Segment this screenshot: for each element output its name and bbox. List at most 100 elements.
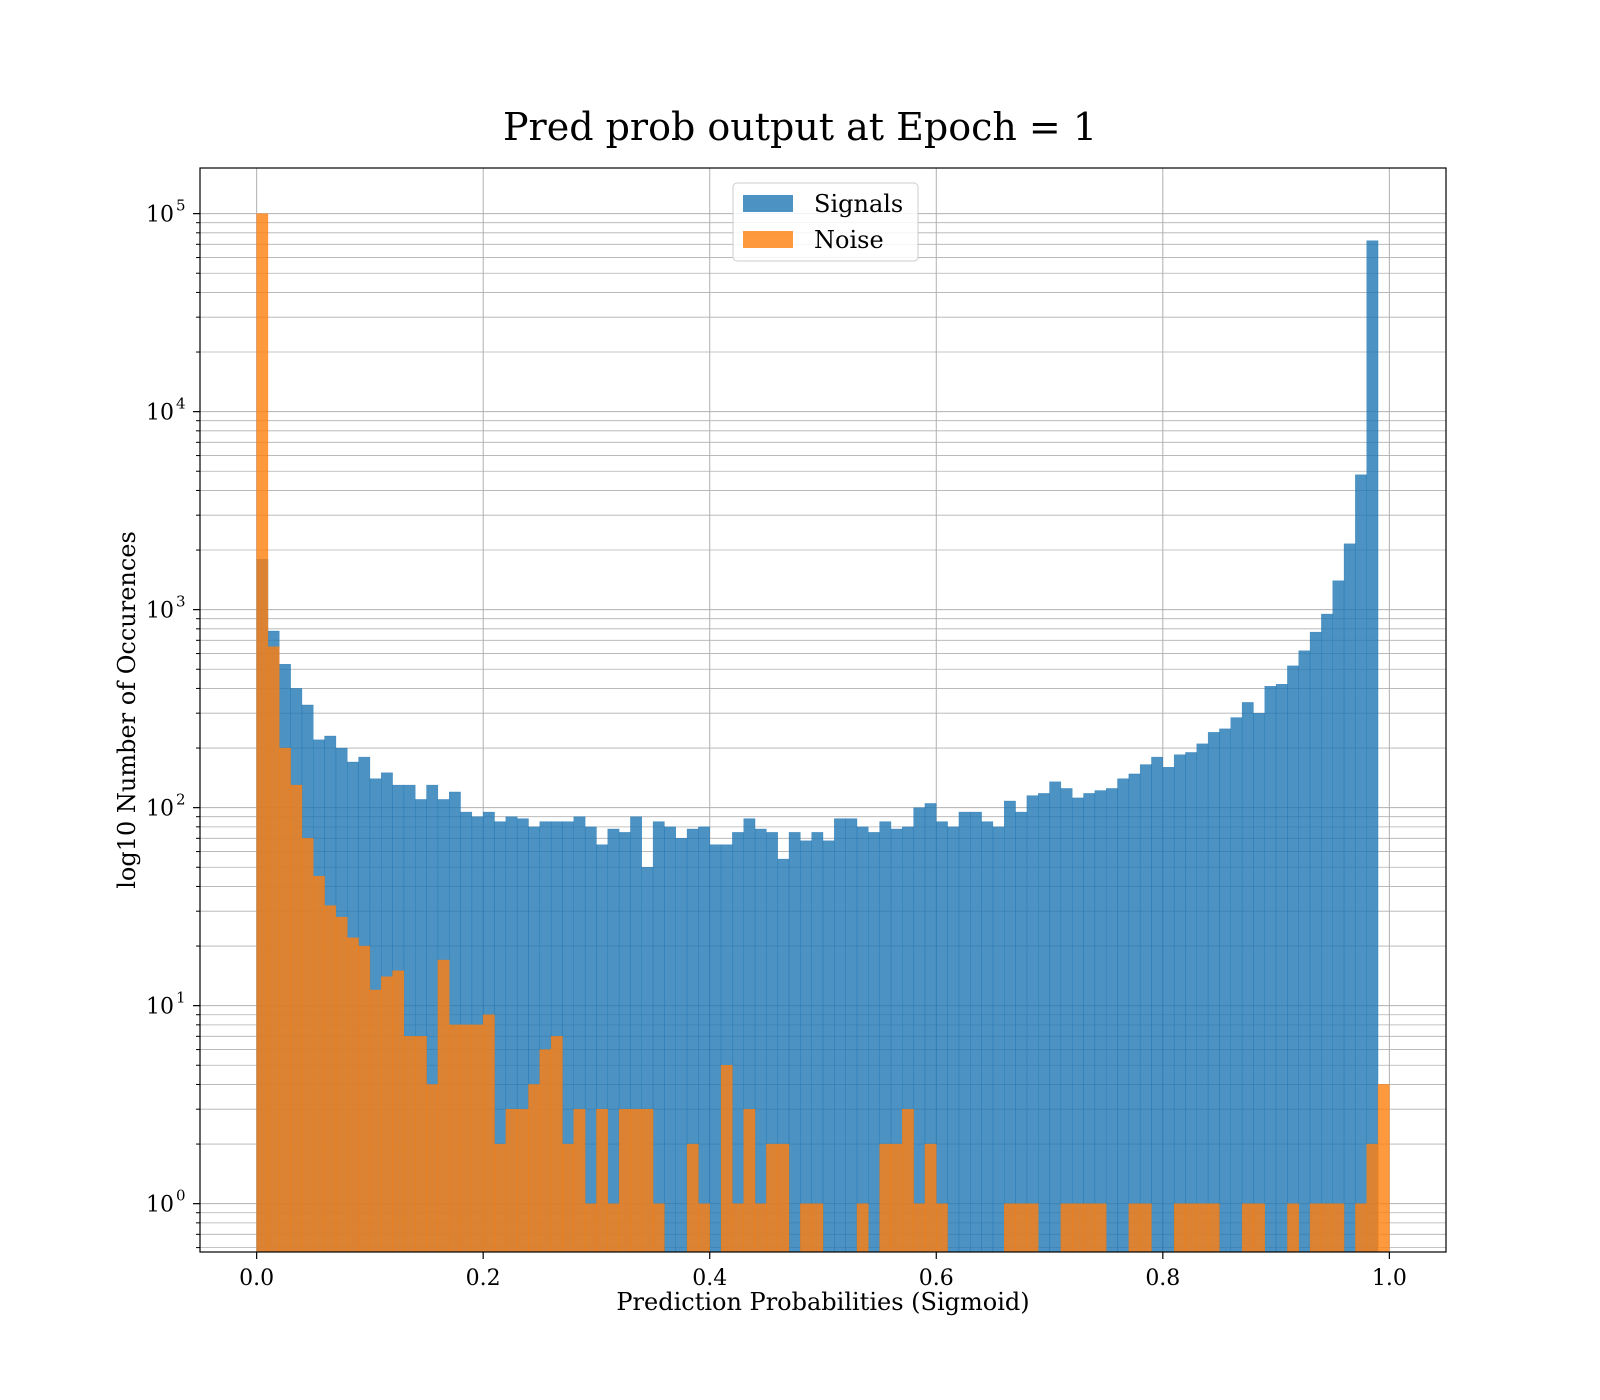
y-tick-label: 10	[146, 599, 174, 624]
bar-noise	[800, 1203, 812, 1253]
bar-noise	[1207, 1203, 1220, 1253]
bar-noise	[811, 1203, 824, 1253]
plot-frame	[199, 167, 1447, 1253]
bar-signals	[1298, 650, 1311, 1253]
bar-signals	[732, 832, 744, 1253]
bar-noise	[1071, 1203, 1084, 1253]
legend-label-noise: Noise	[814, 226, 884, 254]
bar-noise	[256, 213, 269, 1253]
bar-signals	[811, 832, 824, 1253]
bar-signals	[1366, 240, 1379, 1253]
bar-noise	[732, 1203, 744, 1253]
bar-signals	[1241, 702, 1254, 1253]
x-tick-label: 0.8	[1145, 1266, 1180, 1291]
bar-signals	[913, 807, 926, 1253]
bar-noise	[630, 1108, 642, 1253]
bar-noise	[1377, 1084, 1390, 1253]
bar-noise	[698, 1203, 710, 1253]
bar-signals	[1049, 781, 1062, 1253]
y-tick-label: 10	[146, 1193, 174, 1218]
x-tick-label: 0.6	[919, 1266, 954, 1291]
bar-noise	[1321, 1203, 1333, 1253]
bar-noise	[449, 1024, 461, 1253]
bar-noise	[358, 945, 371, 1253]
bar-noise	[618, 1108, 631, 1253]
bar-noise	[301, 838, 314, 1253]
x-axis: 0.0 0.2 0.4 0.6 0.8 1.0	[239, 1252, 1407, 1291]
bar-noise	[1083, 1203, 1096, 1253]
bar-signals	[947, 826, 960, 1253]
bar-signals	[1105, 788, 1118, 1253]
bar-signals	[1071, 797, 1084, 1253]
y-tick-exponent: 5	[176, 197, 186, 215]
bar-noise	[1355, 1203, 1367, 1253]
bar-signals	[800, 840, 812, 1253]
legend: Signals Noise	[732, 182, 919, 262]
bar-noise	[879, 1143, 892, 1253]
bar-noise	[936, 1203, 948, 1253]
bar-signals	[698, 826, 710, 1253]
bar-signals	[788, 832, 801, 1253]
bar-noise	[539, 1049, 552, 1253]
bar-noise	[1094, 1203, 1107, 1253]
bar-signals	[652, 821, 665, 1253]
bar-noise	[415, 1036, 427, 1253]
bar-signals	[1230, 717, 1243, 1253]
bar-noise	[324, 905, 337, 1253]
bar-signals	[981, 821, 994, 1253]
bar-signals	[754, 828, 767, 1253]
bar-signals	[1321, 613, 1333, 1253]
bar-noise	[584, 1203, 597, 1253]
bar-signals	[1196, 743, 1209, 1253]
bar-signals	[1117, 778, 1130, 1253]
bar-signals	[1207, 732, 1220, 1253]
series-noise	[256, 213, 1390, 1253]
bar-noise	[641, 1108, 654, 1253]
x-tick-label: 1.0	[1372, 1266, 1407, 1291]
bar-noise	[686, 1143, 699, 1253]
bar-signals	[664, 826, 676, 1253]
bar-noise	[856, 1203, 869, 1253]
bar-noise	[482, 1014, 495, 1253]
bar-noise	[573, 1108, 586, 1253]
bar-noise	[1241, 1203, 1254, 1253]
bar-signals	[1355, 474, 1367, 1253]
bar-signals	[845, 818, 858, 1253]
bar-noise	[562, 1143, 574, 1253]
bar-signals	[1038, 793, 1050, 1253]
bar-noise	[777, 1143, 790, 1253]
bar-signals	[1083, 793, 1096, 1253]
bar-noise	[743, 1108, 756, 1253]
bar-noise	[381, 976, 393, 1253]
x-tick-label: 0.4	[692, 1266, 727, 1291]
bar-signals	[1162, 767, 1175, 1253]
bar-signals	[1264, 686, 1277, 1253]
bar-noise	[607, 1203, 620, 1253]
x-tick-label: 0.0	[239, 1266, 274, 1291]
bar-noise	[890, 1143, 903, 1253]
bar-noise	[1139, 1203, 1152, 1253]
bar-noise	[516, 1108, 529, 1253]
bar-signals	[868, 832, 880, 1253]
bar-noise	[902, 1108, 914, 1253]
bar-noise	[1332, 1203, 1345, 1253]
bar-signals	[607, 828, 620, 1253]
bar-noise	[369, 989, 382, 1253]
bar-signals	[1219, 728, 1231, 1253]
bar-signals	[822, 840, 835, 1253]
bar-noise	[652, 1203, 665, 1253]
bar-signals	[1185, 752, 1198, 1253]
bar-signals	[709, 844, 722, 1253]
bar-noise	[313, 876, 325, 1253]
y-tick-exponent: 1	[176, 989, 186, 1007]
y-tick-label: 10	[146, 797, 174, 822]
bar-noise	[1015, 1203, 1028, 1253]
bar-noise	[471, 1024, 484, 1253]
bar-signals	[1332, 580, 1345, 1253]
bar-signals	[1343, 543, 1356, 1253]
bar-noise	[1060, 1203, 1073, 1253]
bar-noise	[1026, 1203, 1039, 1253]
bar-noise	[1366, 1143, 1379, 1253]
y-tick-exponent: 2	[176, 791, 186, 809]
